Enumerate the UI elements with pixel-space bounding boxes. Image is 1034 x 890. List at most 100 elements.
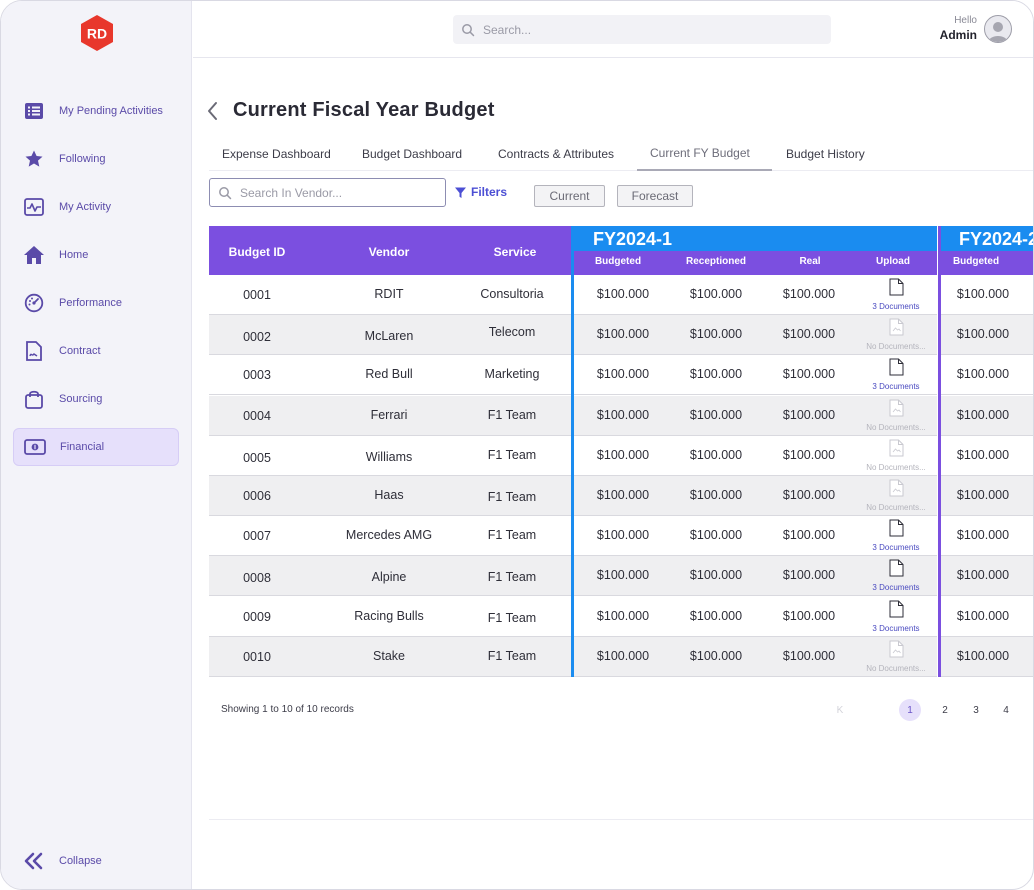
forecast-chip[interactable]: Forecast xyxy=(617,185,693,207)
records-summary: Showing 1 to 10 of 10 records xyxy=(221,704,354,715)
rd-logo[interactable]: RD xyxy=(77,13,117,53)
cell-real: $100.000 xyxy=(782,528,836,542)
cell-budget-id: 0001 xyxy=(243,288,271,302)
double-chevron-left-icon xyxy=(23,852,45,870)
cell-vendor: Williams xyxy=(365,450,413,464)
upload-documents-button[interactable]: No Documents... xyxy=(860,479,932,512)
cell-vendor: Mercedes AMG xyxy=(345,528,433,542)
upload-status-label: No Documents... xyxy=(866,423,926,432)
back-button[interactable] xyxy=(205,101,221,121)
first-page-button[interactable]: K xyxy=(836,704,844,716)
cell-budgeted: $100.000 xyxy=(596,609,650,623)
cell-service: F1 Team xyxy=(487,570,537,584)
sidebar-item-contract[interactable]: Contract xyxy=(13,332,179,370)
sidebar-item-financial[interactable]: Financial xyxy=(13,428,179,466)
tab-current-fy-budget[interactable]: Current FY Budget xyxy=(650,146,750,160)
upload-documents-button[interactable]: No Documents... xyxy=(860,399,932,432)
cell-vendor: Racing Bulls xyxy=(354,609,424,623)
cell-receptioned: $100.000 xyxy=(689,367,743,381)
cell-budget-id: 0002 xyxy=(243,330,271,344)
cell-receptioned: $100.000 xyxy=(689,327,743,341)
collapse-button[interactable]: Collapse xyxy=(13,843,179,879)
tab-budget-history[interactable]: Budget History xyxy=(786,147,865,161)
cell-budget-id: 0008 xyxy=(243,571,271,585)
cell-real: $100.000 xyxy=(782,367,836,381)
sidebar-item-my-pending-activities[interactable]: My Pending Activities xyxy=(13,92,179,130)
home-icon xyxy=(23,244,45,266)
vendor-search-input[interactable] xyxy=(240,185,440,200)
cell-vendor: Stake xyxy=(373,649,405,663)
page-button-2[interactable]: 2 xyxy=(942,704,948,716)
tab-contracts-attributes[interactable]: Contracts & Attributes xyxy=(498,147,615,161)
global-search-input[interactable]: Search... xyxy=(453,15,831,44)
filter-icon xyxy=(455,187,466,198)
table-row[interactable]: 0008 Alpine F1 Team $100.000 $100.000 $100.00… xyxy=(209,556,1033,596)
table-row[interactable]: 0005 Williams F1 Team $100.000 $100.000 $100.… xyxy=(209,436,1033,476)
gauge-icon xyxy=(23,292,45,314)
sidebar-item-label: Following xyxy=(59,153,106,165)
cell-vendor: Ferrari xyxy=(370,408,408,422)
table-row[interactable]: 0010 Stake F1 Team $100.000 $100.000 $100.000… xyxy=(209,637,1033,677)
filters-button[interactable]: Filters xyxy=(454,185,507,199)
cell-receptioned: $100.000 xyxy=(689,287,743,301)
document-icon xyxy=(889,278,903,296)
col-header-service[interactable]: Service xyxy=(493,245,537,259)
cell-vendor: Red Bull xyxy=(365,367,413,381)
cell-receptioned: $100.000 xyxy=(689,568,743,582)
upload-documents-button[interactable]: 3 Documents xyxy=(860,600,932,633)
cell-receptioned: $100.000 xyxy=(689,528,743,542)
sidebar-item-my-activity[interactable]: My Activity xyxy=(13,188,179,226)
search-icon xyxy=(218,186,232,200)
col-header-budget-id[interactable]: Budget ID xyxy=(228,245,286,259)
table-row[interactable]: 0001 RDIT Consultoria $100.000 $100.000 $100.… xyxy=(209,275,1033,315)
table-row[interactable]: 0003 Red Bull Marketing $100.000 $100.000 $10… xyxy=(209,355,1033,395)
contract-icon xyxy=(23,340,45,362)
fy-group-title-1: FY2024-1 xyxy=(593,229,673,249)
sidebar-item-label: Sourcing xyxy=(59,393,103,405)
sidebar-item-following[interactable]: Following xyxy=(13,140,179,178)
tab-budget-dashboard[interactable]: Budget Dashboard xyxy=(362,147,463,161)
sidebar-item-sourcing[interactable]: Sourcing xyxy=(13,380,179,418)
upload-documents-button[interactable]: 3 Documents xyxy=(860,358,932,391)
page-button-3[interactable]: 3 xyxy=(973,704,979,716)
upload-documents-button[interactable]: No Documents... xyxy=(860,318,932,351)
cell-service: F1 Team xyxy=(487,408,537,422)
cell-service: Marketing xyxy=(484,367,540,381)
current-chip[interactable]: Current xyxy=(534,185,605,207)
sidebar-item-performance[interactable]: Performance xyxy=(13,284,179,322)
cell-budgeted: $100.000 xyxy=(596,408,650,422)
fy-divider-purple xyxy=(938,226,941,677)
upload-status-label: No Documents... xyxy=(866,664,926,673)
document-icon xyxy=(889,519,903,537)
upload-documents-button[interactable]: No Documents... xyxy=(860,439,932,472)
filters-label: Filters xyxy=(471,185,508,199)
avatar[interactable] xyxy=(984,15,1012,43)
vendor-search-field[interactable] xyxy=(209,178,446,207)
upload-documents-button[interactable]: No Documents... xyxy=(860,640,932,673)
cell-fy2-budgeted: $100.000 xyxy=(956,609,1010,623)
upload-documents-button[interactable]: 3 Documents xyxy=(860,519,932,552)
cell-budget-id: 0004 xyxy=(243,409,271,423)
upload-status-label: 3 Documents xyxy=(872,583,920,592)
page-button-1[interactable]: 1 xyxy=(899,699,921,721)
upload-documents-button[interactable]: 3 Documents xyxy=(860,559,932,592)
fy-group-header-1: FY2024-1 xyxy=(573,226,937,251)
col-header-vendor[interactable]: Vendor xyxy=(368,245,410,259)
cell-real: $100.000 xyxy=(782,448,836,462)
sidebar-item-home[interactable]: Home xyxy=(13,236,179,274)
page-button-4[interactable]: 4 xyxy=(1003,704,1009,716)
page-title: Current Fiscal Year Budget xyxy=(233,99,495,121)
table-row[interactable]: 0006 Haas F1 Team $100.000 $100.000 $100.000 N… xyxy=(209,476,1033,516)
cell-receptioned: $100.000 xyxy=(689,408,743,422)
table-row[interactable]: 0004 Ferrari F1 Team $100.000 $100.000 $100.0… xyxy=(209,396,1033,436)
cell-real: $100.000 xyxy=(782,609,836,623)
table-row[interactable]: 0007 Mercedes AMG F1 Team $100.000 $100.000 $… xyxy=(209,516,1033,556)
tab-expense-dashboard[interactable]: Expense Dashboard xyxy=(222,147,331,161)
document-icon xyxy=(889,399,903,417)
upload-documents-button[interactable]: 3 Documents xyxy=(860,278,932,311)
table-row[interactable]: 0009 Racing Bulls F1 Team $100.000 $100.000 $… xyxy=(209,597,1033,637)
table-row[interactable]: 0002 McLaren Telecom $100.000 $100.000 $100.0… xyxy=(209,315,1033,355)
sidebar-item-label: Home xyxy=(59,249,89,261)
activity-icon xyxy=(23,196,45,218)
